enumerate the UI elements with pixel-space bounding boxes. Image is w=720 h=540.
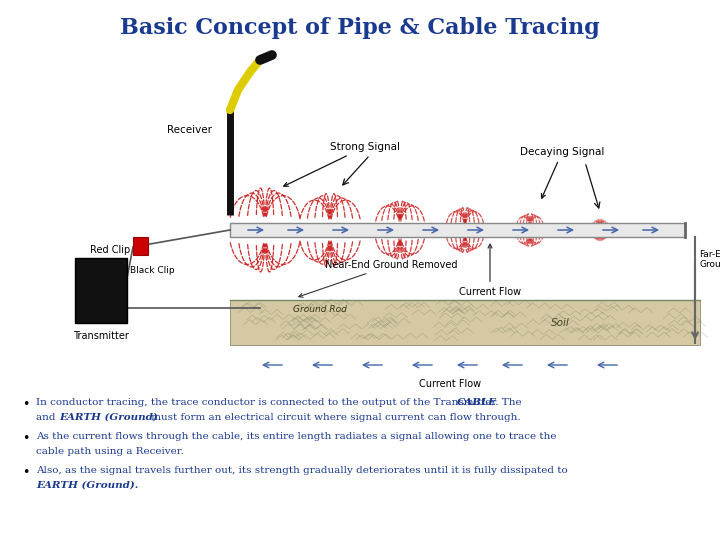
Text: Red Clip: Red Clip xyxy=(90,245,130,255)
Text: As the current flows through the cable, its entire length radiates a signal allo: As the current flows through the cable, … xyxy=(36,432,557,441)
Text: Near-End Ground Removed: Near-End Ground Removed xyxy=(299,260,457,298)
Text: •: • xyxy=(22,466,30,479)
Bar xyxy=(230,300,700,345)
Text: Black Clip: Black Clip xyxy=(130,266,175,275)
Text: Ground: Ground xyxy=(699,260,720,269)
Text: Soil: Soil xyxy=(551,318,570,327)
Bar xyxy=(75,258,127,323)
Bar xyxy=(133,237,148,255)
Text: Basic Concept of Pipe & Cable Tracing: Basic Concept of Pipe & Cable Tracing xyxy=(120,17,600,39)
Text: must form an electrical circuit where signal current can flow through.: must form an electrical circuit where si… xyxy=(148,413,521,422)
Text: EARTH (Ground): EARTH (Ground) xyxy=(59,413,158,422)
Text: Strong Signal: Strong Signal xyxy=(284,142,400,186)
Text: Also, as the signal travels further out, its strength gradually deteriorates unt: Also, as the signal travels further out,… xyxy=(36,466,568,475)
Text: Receiver: Receiver xyxy=(167,125,212,135)
Bar xyxy=(230,223,685,237)
Text: Current Flow: Current Flow xyxy=(459,244,521,297)
Text: Current Flow: Current Flow xyxy=(419,379,481,389)
Text: •: • xyxy=(22,432,30,445)
Text: •: • xyxy=(22,398,30,411)
Text: In conductor tracing, the trace conductor is connected to the output of the Tran: In conductor tracing, the trace conducto… xyxy=(36,398,525,407)
Text: CABLE: CABLE xyxy=(457,398,497,407)
Text: EARTH (Ground).: EARTH (Ground). xyxy=(36,481,138,490)
Text: Decaying Signal: Decaying Signal xyxy=(520,147,604,198)
Text: cable path using a Receiver.: cable path using a Receiver. xyxy=(36,447,184,456)
Text: Far-End: Far-End xyxy=(699,250,720,259)
Text: Transmitter: Transmitter xyxy=(73,331,129,341)
Text: Ground Rod: Ground Rod xyxy=(293,305,347,314)
Text: and: and xyxy=(36,413,59,422)
